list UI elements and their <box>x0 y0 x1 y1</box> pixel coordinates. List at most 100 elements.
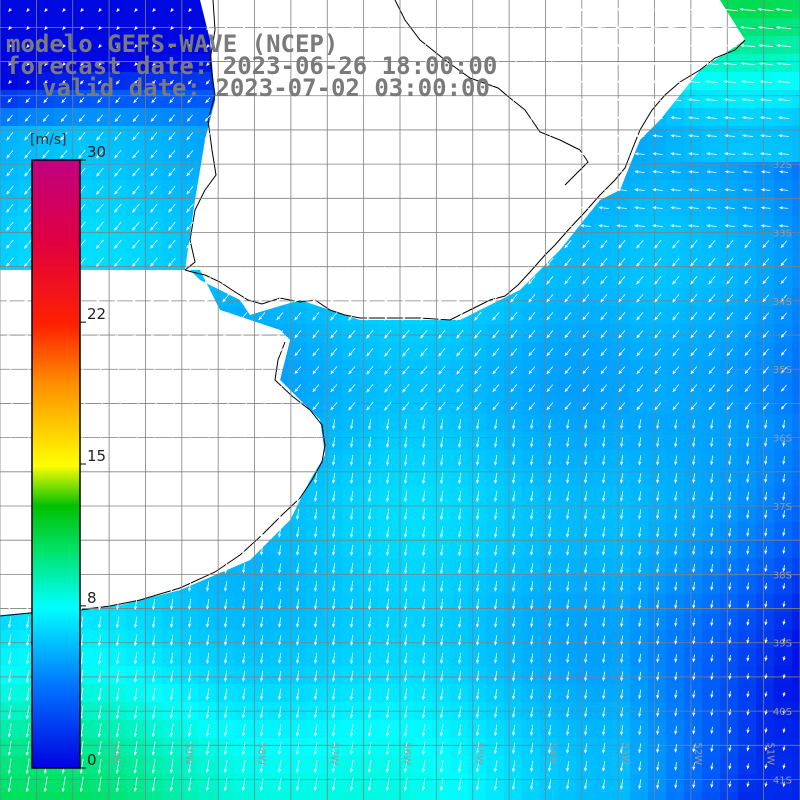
wind-arrow <box>650 8 665 12</box>
wind-arrow <box>348 275 356 285</box>
wind-arrow <box>6 239 14 249</box>
field-cell <box>180 720 199 739</box>
wind-arrow <box>492 185 500 195</box>
wind-arrow <box>132 293 140 303</box>
field-cell <box>648 288 667 307</box>
wind-arrow <box>151 741 156 756</box>
wind-arrow <box>458 652 462 665</box>
field-cell <box>342 594 361 613</box>
field-cell <box>90 756 109 775</box>
wind-arrow <box>456 365 464 375</box>
wind-arrow <box>62 44 66 49</box>
wind-arrow <box>26 44 30 49</box>
field-cell <box>720 738 739 757</box>
wind-arrow <box>618 402 626 411</box>
wind-arrow <box>114 293 122 303</box>
field-cell <box>738 198 757 217</box>
wind-arrow <box>620 635 624 646</box>
wind-arrow <box>656 599 660 610</box>
field-cell <box>432 378 451 397</box>
field-cell <box>648 342 667 361</box>
field-cell <box>90 648 109 667</box>
field-cell <box>342 540 361 559</box>
field-cell <box>540 306 559 325</box>
wind-arrow <box>368 616 372 629</box>
wind-arrow <box>703 26 720 30</box>
colorbar-segment <box>32 494 80 497</box>
field-cell <box>162 648 181 667</box>
wind-arrow <box>562 224 573 228</box>
field-cell <box>756 666 775 685</box>
wind-arrow <box>566 599 570 610</box>
wind-arrow <box>132 329 140 339</box>
wind-arrow <box>170 652 174 665</box>
field-cell <box>396 648 415 667</box>
colorbar-segment <box>32 270 80 273</box>
wind-arrow <box>8 62 12 67</box>
wind-arrow <box>476 508 480 521</box>
wind-arrow <box>584 455 588 466</box>
wind-arrow <box>476 562 480 575</box>
colorbar-segment <box>32 752 80 755</box>
field-cell <box>612 522 631 541</box>
colorbar-segment <box>32 412 80 415</box>
wind-arrow <box>276 150 284 159</box>
colorbar-segment <box>32 174 80 177</box>
field-cell <box>180 630 199 649</box>
field-cell <box>306 522 325 541</box>
wind-arrow <box>562 116 573 120</box>
field-cell <box>738 558 757 577</box>
colorbar-segment <box>32 292 80 295</box>
field-cell <box>612 666 631 685</box>
colorbar-segment <box>32 518 80 521</box>
wind-arrow <box>95 257 104 267</box>
field-cell <box>486 756 505 775</box>
wind-arrow <box>348 185 356 195</box>
field-cell <box>612 540 631 559</box>
wind-arrow <box>728 690 732 699</box>
wind-arrow <box>348 78 355 86</box>
wind-arrow <box>728 654 732 663</box>
wind-arrow <box>258 204 266 213</box>
wind-arrow <box>113 275 122 285</box>
colorbar-segment <box>32 478 80 481</box>
wind-arrow <box>458 544 462 557</box>
wind-arrow <box>152 472 156 485</box>
wind-arrow <box>384 78 391 86</box>
wind-arrow <box>224 509 228 520</box>
wind-arrow <box>224 491 228 502</box>
wind-arrow <box>456 149 464 159</box>
field-cell <box>756 306 775 325</box>
wind-arrow <box>584 437 588 448</box>
wind-arrow <box>492 239 500 249</box>
wind-arrow <box>546 294 554 303</box>
wind-arrow <box>95 239 104 249</box>
wind-arrow <box>512 437 516 448</box>
colorbar-segment <box>32 534 80 537</box>
field-cell <box>126 612 145 631</box>
wind-arrow <box>778 170 789 174</box>
field-cell <box>18 774 37 793</box>
colorbar-tick-label: 0 <box>87 751 97 769</box>
field-cell <box>558 576 577 595</box>
colorbar-segment <box>32 548 80 551</box>
wind-arrow <box>782 709 786 716</box>
wind-arrow <box>633 98 646 102</box>
field-cell <box>774 198 793 217</box>
wind-arrow <box>384 167 392 177</box>
field-cell <box>720 216 739 235</box>
field-cell <box>792 54 800 73</box>
wind-arrow <box>187 759 192 774</box>
field-cell <box>162 774 181 793</box>
wind-arrow <box>116 8 120 13</box>
colorbar-segment <box>32 706 80 709</box>
field-cell <box>738 756 757 775</box>
wind-arrow <box>764 637 768 644</box>
wind-arrow <box>656 509 660 520</box>
wind-arrow <box>744 348 752 357</box>
wind-arrow <box>116 26 120 31</box>
wind-arrow <box>242 652 246 665</box>
wind-arrow <box>582 294 590 303</box>
field-cell <box>792 36 800 55</box>
wind-arrow <box>618 312 626 321</box>
